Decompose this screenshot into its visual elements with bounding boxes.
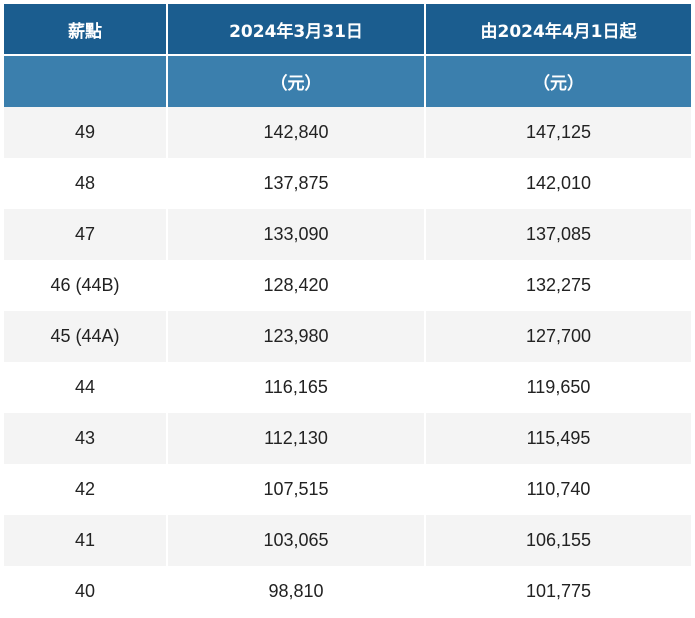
header-row: 薪點 2024年3月31日 由2024年4月1日起 [4,4,691,56]
new-salary-cell: 137,085 [424,209,691,260]
current-salary-cell: 107,515 [166,464,424,515]
current-salary-cell: 112,130 [166,413,424,464]
table-row: 46 (44B) 128,420 132,275 [4,260,691,311]
pay-point-cell: 42 [4,464,166,515]
pay-point-cell: 48 [4,158,166,209]
pay-point-cell: 47 [4,209,166,260]
table-row: 44 116,165 119,650 [4,362,691,413]
new-salary-cell: 142,010 [424,158,691,209]
pay-point-cell: 49 [4,107,166,158]
current-salary-cell: 128,420 [166,260,424,311]
current-salary-cell: 103,065 [166,515,424,566]
table-row: 45 (44A) 123,980 127,700 [4,311,691,362]
new-salary-cell: 132,275 [424,260,691,311]
header-pay-point: 薪點 [4,4,166,56]
new-salary-cell: 127,700 [424,311,691,362]
current-salary-cell: 137,875 [166,158,424,209]
table-row: 49 142,840 147,125 [4,107,691,158]
table-row: 40 98,810 101,775 [4,566,691,617]
table-row: 43 112,130 115,495 [4,413,691,464]
header-current-date: 2024年3月31日 [166,4,424,56]
table-row: 41 103,065 106,155 [4,515,691,566]
header-new-date: 由2024年4月1日起 [424,4,691,56]
pay-point-cell: 40 [4,566,166,617]
current-salary-cell: 142,840 [166,107,424,158]
pay-point-cell: 45 (44A) [4,311,166,362]
unit-new: （元） [424,56,691,107]
new-salary-cell: 101,775 [424,566,691,617]
table-row: 42 107,515 110,740 [4,464,691,515]
unit-current: （元） [166,56,424,107]
new-salary-cell: 110,740 [424,464,691,515]
pay-point-cell: 41 [4,515,166,566]
pay-point-cell: 43 [4,413,166,464]
new-salary-cell: 115,495 [424,413,691,464]
new-salary-cell: 147,125 [424,107,691,158]
table-row: 48 137,875 142,010 [4,158,691,209]
new-salary-cell: 106,155 [424,515,691,566]
new-salary-cell: 119,650 [424,362,691,413]
current-salary-cell: 98,810 [166,566,424,617]
unit-pay-point [4,56,166,107]
pay-point-cell: 44 [4,362,166,413]
unit-row: （元） （元） [4,56,691,107]
current-salary-cell: 116,165 [166,362,424,413]
current-salary-cell: 133,090 [166,209,424,260]
table-row: 47 133,090 137,085 [4,209,691,260]
salary-table: 薪點 2024年3月31日 由2024年4月1日起 （元） （元） 49 142… [4,4,691,617]
pay-point-cell: 46 (44B) [4,260,166,311]
current-salary-cell: 123,980 [166,311,424,362]
